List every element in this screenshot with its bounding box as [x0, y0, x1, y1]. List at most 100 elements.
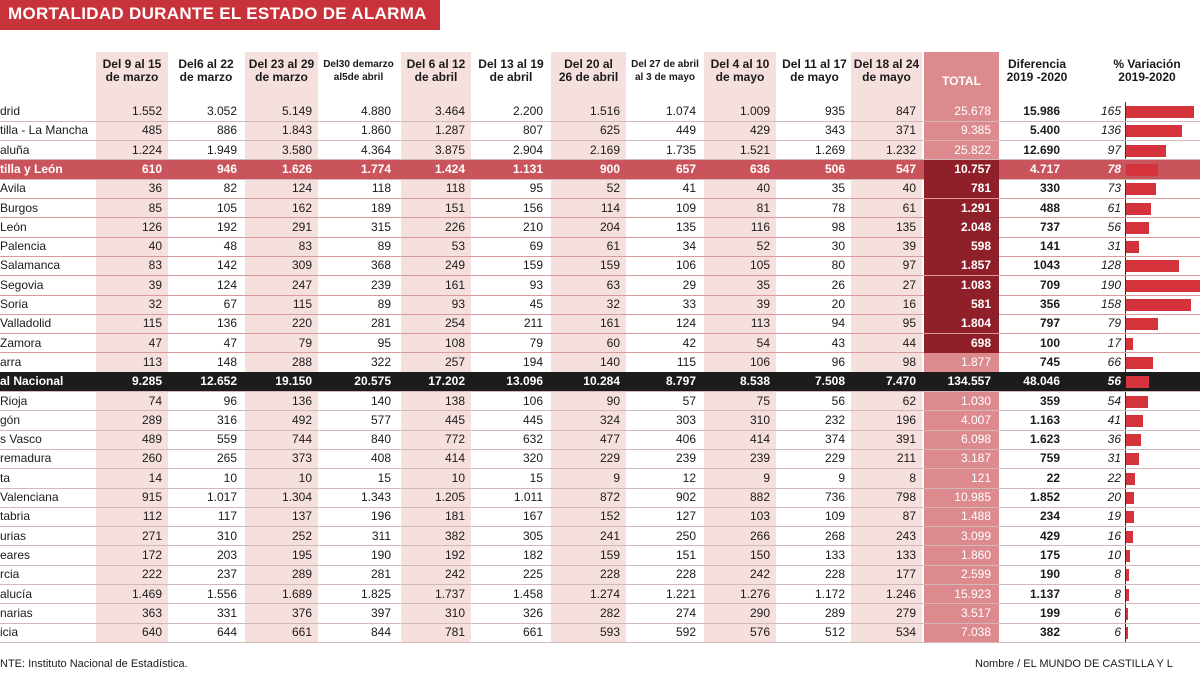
data-cell: 61: [606, 239, 620, 254]
total-cell-bg: [924, 159, 999, 179]
data-cell: 492: [291, 412, 312, 427]
total-cell: 1.877: [960, 354, 991, 369]
data-cell: 60: [606, 335, 620, 350]
row-separator: [0, 603, 1200, 605]
data-cell: 310: [216, 528, 237, 543]
data-cell: 40: [148, 239, 162, 254]
row-separator: [0, 641, 1200, 643]
data-cell: 343: [824, 123, 845, 138]
data-cell: 3.580: [281, 142, 312, 157]
data-cell: 83: [148, 258, 162, 273]
data-cell: 320: [522, 451, 543, 466]
pct-bar: [1126, 511, 1134, 524]
data-cell: 657: [675, 161, 696, 176]
data-cell: 190: [370, 547, 391, 562]
data-cell: 211: [896, 451, 916, 466]
pct-value: 61: [1107, 200, 1121, 215]
data-cell: 89: [377, 297, 391, 311]
column-stripe: [851, 52, 922, 643]
column-header: Del 27 de abril al 3 de mayo: [631, 59, 699, 83]
data-cell: 211: [523, 316, 543, 331]
pct-bar: [1126, 337, 1133, 350]
total-cell: 1.083: [960, 277, 991, 292]
pct-bar: [1126, 202, 1152, 215]
page-title: MORTALIDAD DURANTE EL ESTADO DE ALARMA: [8, 4, 427, 23]
row-label: León: [0, 219, 27, 234]
pct-value: 56: [1107, 219, 1121, 234]
row-label: Valenciana: [0, 490, 59, 504]
data-cell: 249: [444, 258, 465, 273]
pct-bar: [1126, 588, 1130, 601]
data-cell: 376: [291, 605, 312, 620]
data-cell: 326: [522, 605, 543, 620]
data-cell: 3.875: [434, 142, 465, 157]
data-cell: 105: [749, 258, 770, 273]
data-cell: 593: [599, 625, 620, 640]
data-cell: 406: [675, 432, 696, 447]
data-cell: 1.469: [131, 586, 162, 601]
data-cell: 1.774: [360, 161, 391, 176]
data-cell: 136: [291, 393, 312, 408]
data-cell: 17.202: [428, 374, 465, 389]
data-cell: 114: [600, 200, 620, 215]
data-cell: 324: [599, 412, 620, 427]
total-cell-bg: [924, 314, 999, 334]
data-cell: 133: [824, 547, 845, 562]
data-cell: 103: [749, 509, 770, 524]
data-cell: 135: [895, 219, 916, 234]
diff-cell: 199: [1039, 605, 1060, 620]
data-cell: 289: [291, 567, 312, 582]
data-cell: 1.276: [739, 586, 770, 601]
row-separator: [0, 140, 1200, 142]
data-cell: 152: [599, 509, 620, 524]
data-cell: 1.274: [589, 586, 620, 601]
data-cell: 1.458: [512, 586, 543, 601]
total-cell-bg: [924, 198, 999, 218]
row-separator: [0, 487, 1200, 489]
data-cell: 161: [599, 316, 620, 331]
data-cell: 1.287: [434, 123, 465, 138]
row-separator: [0, 275, 1200, 277]
data-cell: 44: [902, 335, 916, 350]
data-cell: 260: [141, 451, 162, 466]
data-cell: 1.221: [665, 586, 696, 601]
data-cell: 105: [216, 200, 237, 215]
data-cell: 847: [895, 104, 916, 118]
row-label: al Nacional: [0, 374, 64, 389]
total-cell: 9.385: [960, 123, 991, 138]
data-cell: 1.521: [739, 142, 770, 157]
data-cell: 12: [682, 470, 696, 485]
data-cell: 53: [451, 239, 465, 254]
data-cell: 27: [902, 277, 916, 292]
data-cell: 172: [141, 547, 162, 562]
data-cell: 625: [599, 123, 620, 138]
data-cell: 140: [599, 354, 620, 369]
data-cell: 124: [291, 181, 312, 196]
diff-cell: 737: [1039, 219, 1060, 234]
data-cell: 661: [522, 625, 543, 640]
diff-cell: 15.986: [1023, 104, 1060, 118]
data-cell: 108: [444, 335, 465, 350]
column-header: Del 13 al 19 de abril: [478, 57, 544, 84]
data-cell: 4.364: [360, 142, 391, 157]
data-cell: 374: [824, 432, 845, 447]
data-cell: 220: [291, 316, 312, 331]
data-cell: 126: [141, 219, 162, 234]
total-cell: 15.923: [954, 586, 991, 601]
data-cell: 95: [529, 181, 543, 196]
diff-cell: 382: [1039, 625, 1060, 640]
data-cell: 96: [223, 393, 237, 408]
row-label: Avila: [0, 181, 26, 196]
row-label: narias: [0, 605, 33, 620]
diff-cell: 1.137: [1029, 586, 1060, 601]
data-cell: 640: [141, 625, 162, 640]
data-cell: 632: [522, 432, 543, 447]
row-label: gón: [0, 412, 21, 427]
data-cell: 2.904: [512, 142, 543, 157]
data-cell: 247: [291, 277, 312, 292]
pct-value: 41: [1107, 412, 1121, 427]
diff-cell: 759: [1039, 451, 1060, 466]
row-separator: [0, 313, 1200, 315]
data-cell: 95: [377, 335, 391, 350]
data-cell: 506: [824, 161, 845, 176]
